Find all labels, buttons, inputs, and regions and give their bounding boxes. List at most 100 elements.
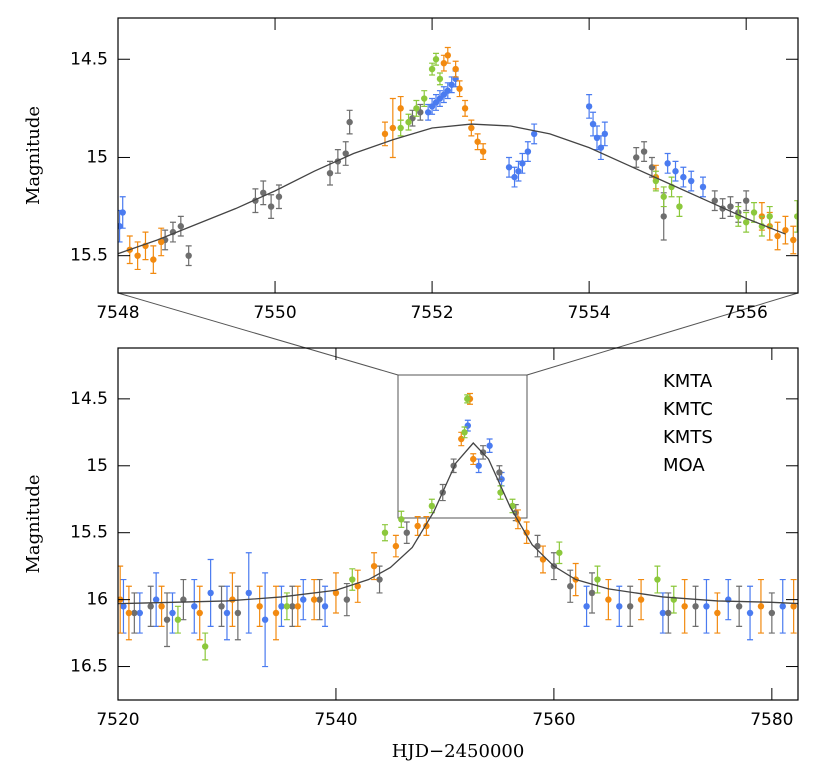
data-point [278, 603, 285, 610]
data-point [432, 99, 440, 106]
y-tick-label: 15.5 [70, 246, 108, 266]
data-point [444, 52, 451, 59]
data-point [464, 395, 471, 403]
data-point [496, 469, 503, 476]
data-point [664, 160, 671, 167]
data-point [688, 177, 695, 185]
data-point [207, 589, 214, 597]
zoom-connector [526, 292, 799, 376]
data-point [332, 589, 340, 597]
data-point [398, 516, 405, 523]
zoom-box [397, 374, 528, 519]
data-point [583, 603, 590, 610]
data-point [588, 589, 596, 597]
y-tick-label: 14.5 [70, 49, 108, 69]
plot-frame [117, 17, 799, 294]
data-point [782, 226, 789, 234]
data-point [440, 91, 448, 98]
data-point [428, 502, 436, 510]
data-point [392, 542, 400, 550]
data-point [180, 596, 187, 603]
data-point [523, 529, 530, 536]
data-point [479, 148, 487, 155]
data-point [157, 238, 165, 246]
data-point [432, 56, 440, 63]
data-point [272, 609, 280, 617]
data-point [556, 549, 563, 556]
data-point [511, 173, 518, 181]
data-point [714, 609, 721, 617]
bottom-plot-area [118, 392, 798, 668]
data-point [681, 603, 688, 610]
x-tick-label: 7560 [532, 710, 575, 730]
data-point [470, 455, 477, 463]
data-point [403, 529, 410, 536]
data-point [174, 616, 182, 623]
data-point [300, 596, 307, 603]
x-tick-label: 7552 [410, 303, 453, 323]
data-point [766, 213, 773, 220]
data-point [475, 462, 482, 469]
data-point [601, 130, 609, 138]
data-point [119, 209, 126, 216]
axes: 7548 7550 7552 7554 7556 14.5 15 15.5 Magnitude 7… [23, 17, 799, 762]
y-tick-label: 16.5 [70, 657, 108, 677]
x-tick-label: 7550 [253, 303, 296, 323]
plot-frame [117, 347, 799, 701]
data-point [381, 529, 389, 536]
data-point [727, 203, 734, 210]
data-point [136, 609, 143, 617]
data-point [150, 256, 157, 263]
data-point [660, 193, 667, 200]
data-point [428, 103, 436, 110]
data-point [120, 603, 127, 610]
data-point [397, 105, 404, 112]
data-point [381, 130, 389, 138]
data-point [376, 576, 383, 583]
model-curve [118, 123, 786, 255]
data-point [524, 148, 532, 155]
data-point [289, 603, 296, 610]
y-tick-label: 16 [86, 590, 108, 610]
data-point [436, 95, 444, 102]
data-point [147, 603, 154, 610]
data-point [223, 609, 231, 617]
data-point [267, 203, 275, 210]
data-point [464, 422, 472, 429]
data-point [389, 124, 397, 132]
legend-entry: KMTC [663, 399, 713, 420]
data-point [342, 150, 349, 157]
data-point [774, 232, 781, 240]
data-point [229, 596, 236, 603]
top-plot-area [118, 46, 798, 274]
x-tick-label: 7540 [314, 710, 357, 730]
data-point [163, 616, 171, 623]
data-point [768, 609, 776, 617]
data-point [275, 193, 283, 200]
data-point [790, 236, 797, 244]
data-point [633, 154, 640, 161]
data-point [131, 609, 138, 617]
data-point [191, 603, 198, 610]
data-point [343, 596, 351, 603]
data-point [594, 576, 601, 583]
data-point [750, 209, 758, 216]
y-axis-title: Magnitude [23, 106, 44, 205]
data-point [672, 168, 679, 175]
data-point [456, 85, 463, 92]
y-tick-label: 15 [86, 456, 108, 476]
data-point [316, 596, 323, 603]
data-point [196, 609, 203, 617]
data-point [261, 616, 269, 623]
data-point [692, 603, 699, 610]
data-point [746, 609, 754, 617]
data-point [665, 609, 672, 617]
data-point [505, 164, 513, 171]
data-point [458, 435, 465, 443]
data-point [397, 124, 404, 132]
data-point [794, 213, 798, 220]
data-point [659, 609, 667, 617]
model-curve [118, 442, 798, 605]
data-point [218, 603, 225, 610]
data-point [660, 213, 667, 220]
